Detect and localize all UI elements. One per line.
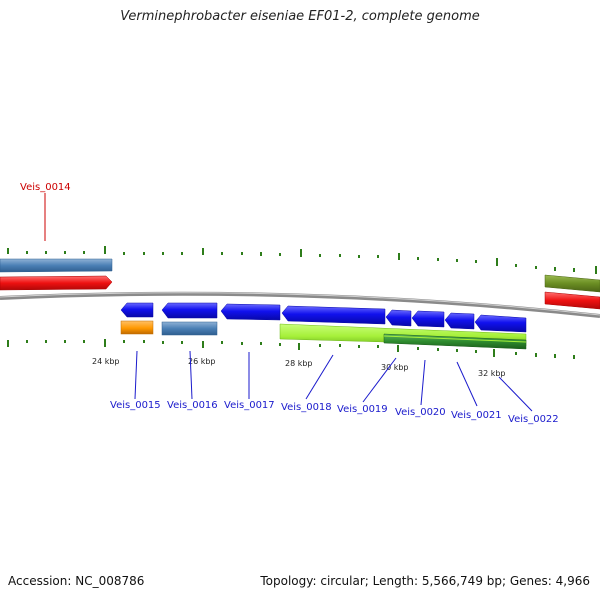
outer-ticks bbox=[7, 246, 597, 274]
veis-0022-cds[interactable] bbox=[474, 314, 527, 333]
veis-0021-cds[interactable] bbox=[444, 312, 475, 330]
veis-0015-orange-bar[interactable] bbox=[120, 320, 154, 335]
gene-label-veis-0018[interactable]: Veis_0018 bbox=[281, 402, 332, 413]
right-olive-bar bbox=[544, 274, 600, 293]
scale-label-32: 32 kbp bbox=[478, 369, 506, 378]
veis-0019-cds[interactable] bbox=[385, 309, 412, 327]
genome-summary-text: Topology: circular; Length: 5,566,749 bp… bbox=[260, 574, 590, 588]
gene-label-veis-0019[interactable]: Veis_0019 bbox=[337, 404, 388, 415]
scale-label-26: 26 kbp bbox=[188, 357, 216, 366]
map-title: Verminephrobacter eiseniae EF01-2, compl… bbox=[120, 9, 480, 24]
veis-0018-cds[interactable] bbox=[281, 305, 386, 325]
gene-label-veis-0017[interactable]: Veis_0017 bbox=[224, 400, 275, 411]
gene-feature-veis-0014[interactable] bbox=[0, 258, 113, 291]
scale-label-30: 30 kbp bbox=[381, 363, 409, 372]
veis-0014-steel-bar bbox=[0, 258, 113, 273]
veis-0016-cds[interactable] bbox=[161, 302, 218, 319]
veis-0015-cds[interactable] bbox=[120, 302, 154, 318]
right-red-bar bbox=[544, 291, 600, 310]
gene-label-veis-0020[interactable]: Veis_0020 bbox=[395, 407, 446, 418]
scale-label-24: 24 kbp bbox=[92, 357, 120, 366]
label-leader-lines bbox=[44, 193, 533, 412]
veis-0017-cds[interactable] bbox=[220, 303, 281, 321]
gene-feature-right-edge[interactable] bbox=[544, 274, 600, 310]
gene-label-veis-0022[interactable]: Veis_0022 bbox=[508, 414, 559, 425]
veis-0016-steel-bar[interactable] bbox=[161, 321, 218, 336]
gene-label-veis-0014[interactable]: Veis_0014 bbox=[20, 182, 71, 193]
annotation-row-inner bbox=[120, 320, 527, 350]
gene-label-veis-0015[interactable]: Veis_0015 bbox=[110, 400, 161, 411]
cds-row-inner bbox=[120, 302, 527, 333]
gene-label-veis-0016[interactable]: Veis_0016 bbox=[167, 400, 218, 411]
veis-0020-cds[interactable] bbox=[411, 310, 445, 328]
inner-ticks bbox=[7, 339, 575, 359]
accession-text: Accession: NC_008786 bbox=[8, 574, 145, 588]
genome-backbone bbox=[0, 291, 600, 318]
gene-label-veis-0021[interactable]: Veis_0021 bbox=[451, 410, 502, 421]
veis-0014-red-arrow bbox=[0, 275, 113, 291]
scale-label-28: 28 kbp bbox=[285, 359, 313, 368]
